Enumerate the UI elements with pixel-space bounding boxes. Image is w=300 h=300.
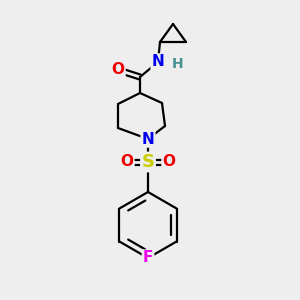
Text: O: O [163,154,176,169]
Text: N: N [142,131,154,146]
Text: F: F [143,250,153,266]
Text: O: O [121,154,134,169]
Text: O: O [112,62,124,77]
Text: H: H [172,57,184,71]
Text: S: S [142,153,154,171]
Text: N: N [152,55,164,70]
